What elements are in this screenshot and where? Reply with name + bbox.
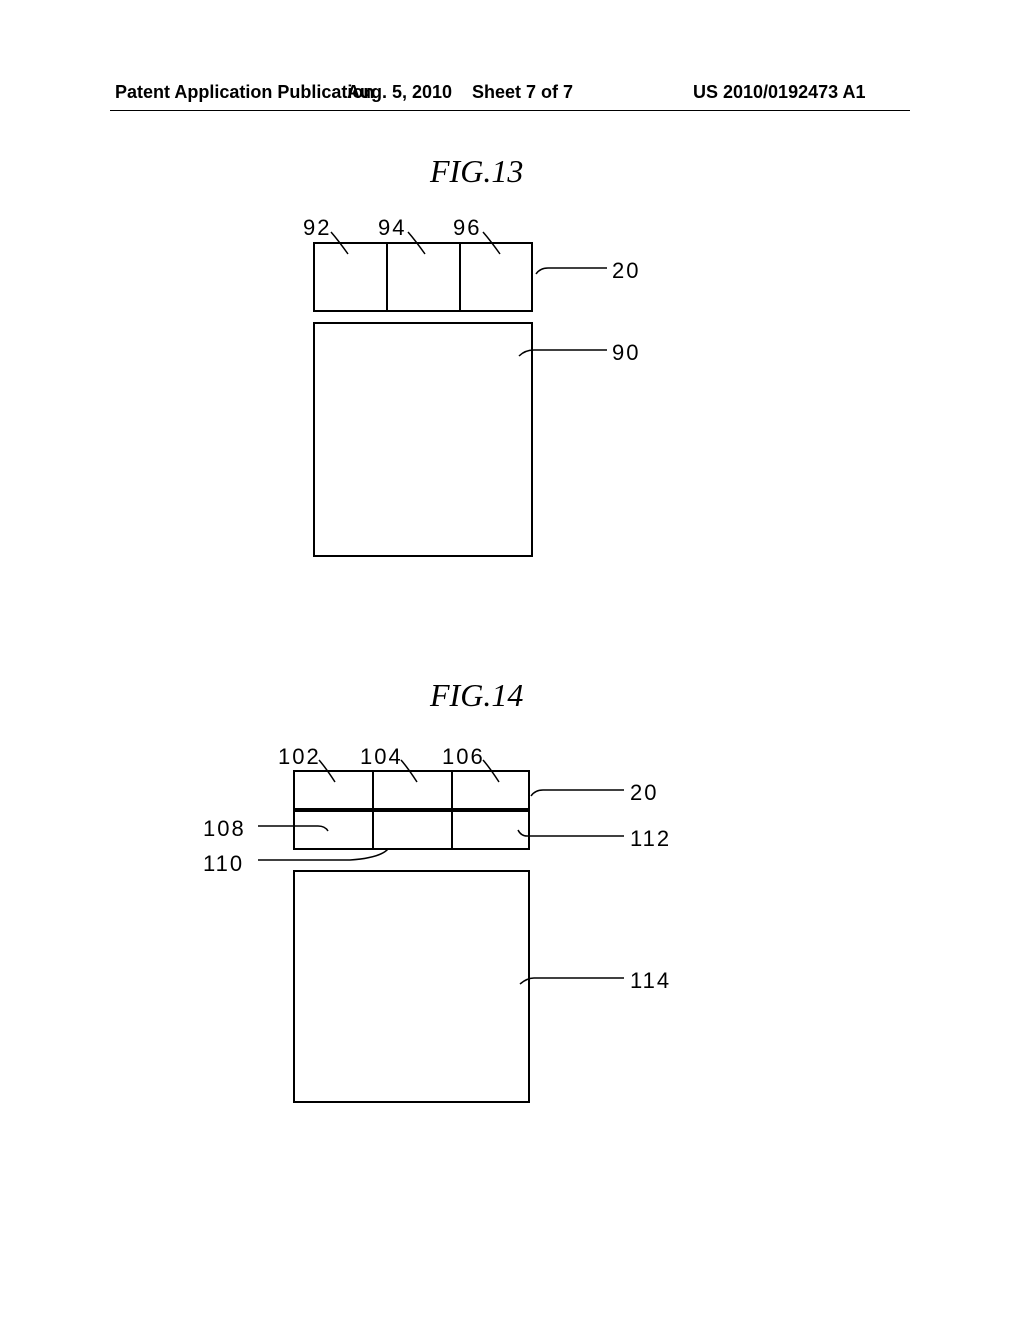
fig14-leaders <box>0 0 1024 1320</box>
